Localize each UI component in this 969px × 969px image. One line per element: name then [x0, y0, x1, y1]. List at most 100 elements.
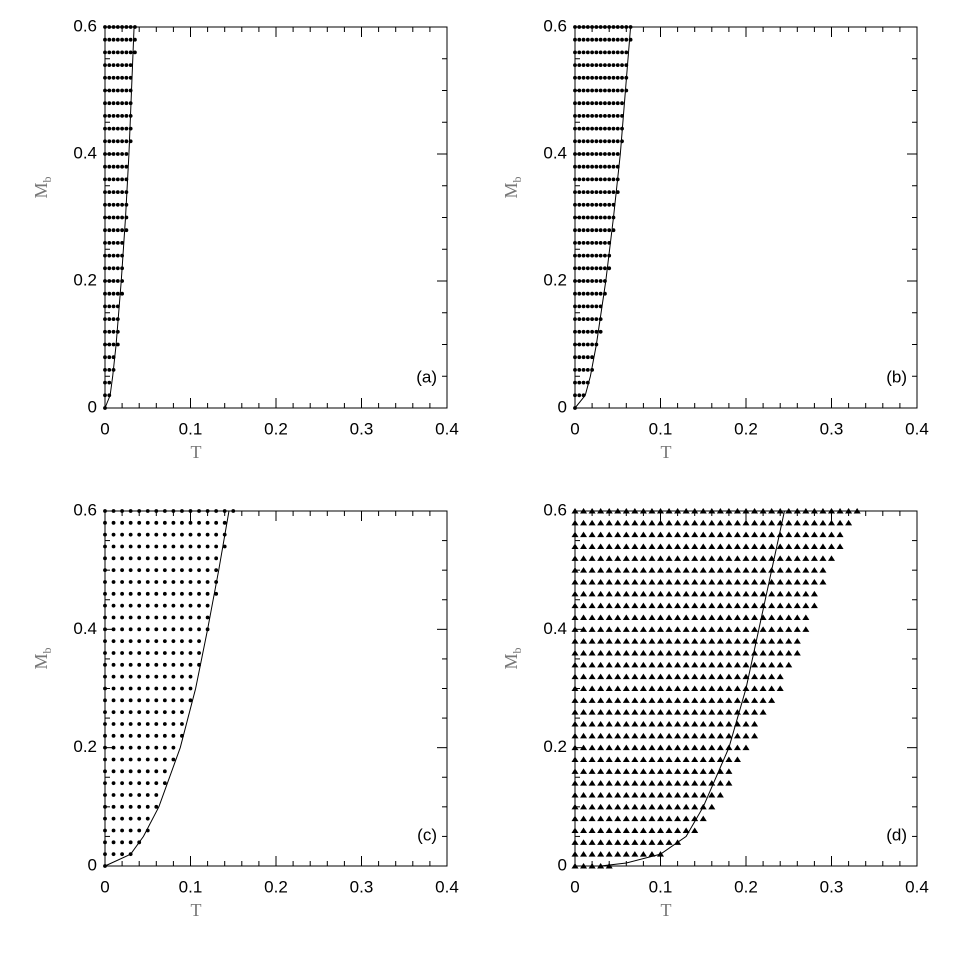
point — [120, 615, 124, 620]
point — [128, 698, 133, 703]
point — [639, 555, 647, 561]
point — [107, 241, 112, 245]
point — [657, 792, 664, 798]
point — [107, 304, 112, 309]
point — [716, 685, 724, 691]
point — [154, 686, 159, 691]
point — [699, 661, 707, 668]
point — [776, 614, 784, 620]
point — [573, 75, 577, 80]
point — [597, 531, 605, 538]
point — [571, 756, 579, 762]
point — [631, 661, 639, 668]
point — [171, 710, 176, 715]
point — [657, 768, 664, 774]
point — [691, 555, 699, 561]
point — [691, 602, 699, 609]
point — [585, 139, 590, 144]
point — [674, 602, 682, 609]
point — [197, 591, 201, 596]
point — [682, 709, 690, 715]
y-tick-label: 0.2 — [543, 270, 567, 289]
point — [571, 839, 579, 845]
point — [691, 638, 699, 644]
point — [145, 733, 150, 738]
point — [665, 531, 673, 538]
point — [573, 88, 577, 93]
point — [581, 88, 586, 93]
point — [614, 650, 622, 656]
point — [145, 757, 150, 762]
point — [580, 709, 588, 715]
point — [590, 253, 594, 258]
x-tick-label: 0.2 — [734, 419, 758, 438]
point — [639, 614, 647, 620]
point — [733, 673, 741, 680]
point — [605, 602, 613, 609]
point — [188, 686, 193, 691]
point — [581, 291, 586, 296]
point — [597, 697, 605, 703]
panel-label: (d) — [886, 825, 907, 844]
point — [585, 279, 590, 283]
point — [111, 342, 116, 347]
point — [776, 579, 784, 585]
point — [577, 355, 582, 360]
point — [137, 686, 142, 691]
point — [648, 815, 656, 822]
point — [128, 37, 133, 42]
point — [716, 673, 724, 680]
point — [708, 567, 716, 573]
point — [631, 756, 639, 762]
point — [180, 722, 184, 726]
point — [594, 304, 599, 309]
point — [768, 685, 776, 691]
point — [603, 63, 607, 67]
point — [588, 543, 596, 549]
point — [657, 590, 664, 597]
point — [674, 792, 682, 798]
point — [137, 568, 142, 573]
point — [691, 567, 699, 573]
point — [577, 63, 582, 67]
point — [590, 355, 594, 360]
point — [751, 531, 759, 538]
point — [605, 756, 613, 762]
point — [603, 253, 607, 258]
point — [111, 745, 116, 750]
point — [768, 555, 776, 561]
point — [577, 152, 582, 156]
point — [580, 780, 588, 786]
point — [639, 508, 647, 514]
point — [577, 164, 582, 169]
point — [751, 602, 759, 609]
point — [581, 380, 586, 385]
point — [742, 697, 750, 703]
point — [154, 639, 159, 644]
point — [597, 638, 605, 644]
point — [103, 828, 107, 833]
point — [571, 827, 579, 833]
point — [648, 519, 656, 526]
point — [622, 590, 630, 597]
point — [171, 627, 176, 632]
point — [111, 215, 116, 220]
point — [657, 519, 664, 526]
point — [597, 579, 605, 585]
point — [620, 75, 624, 80]
point — [648, 744, 656, 751]
point — [107, 50, 112, 55]
point — [145, 686, 150, 691]
point — [605, 839, 613, 845]
point — [802, 579, 810, 585]
point — [622, 543, 630, 549]
point — [648, 543, 656, 549]
point — [590, 291, 594, 296]
point — [598, 88, 603, 93]
point — [103, 152, 107, 156]
point — [819, 508, 827, 514]
point — [639, 815, 647, 822]
point — [124, 152, 129, 156]
point — [699, 792, 707, 798]
